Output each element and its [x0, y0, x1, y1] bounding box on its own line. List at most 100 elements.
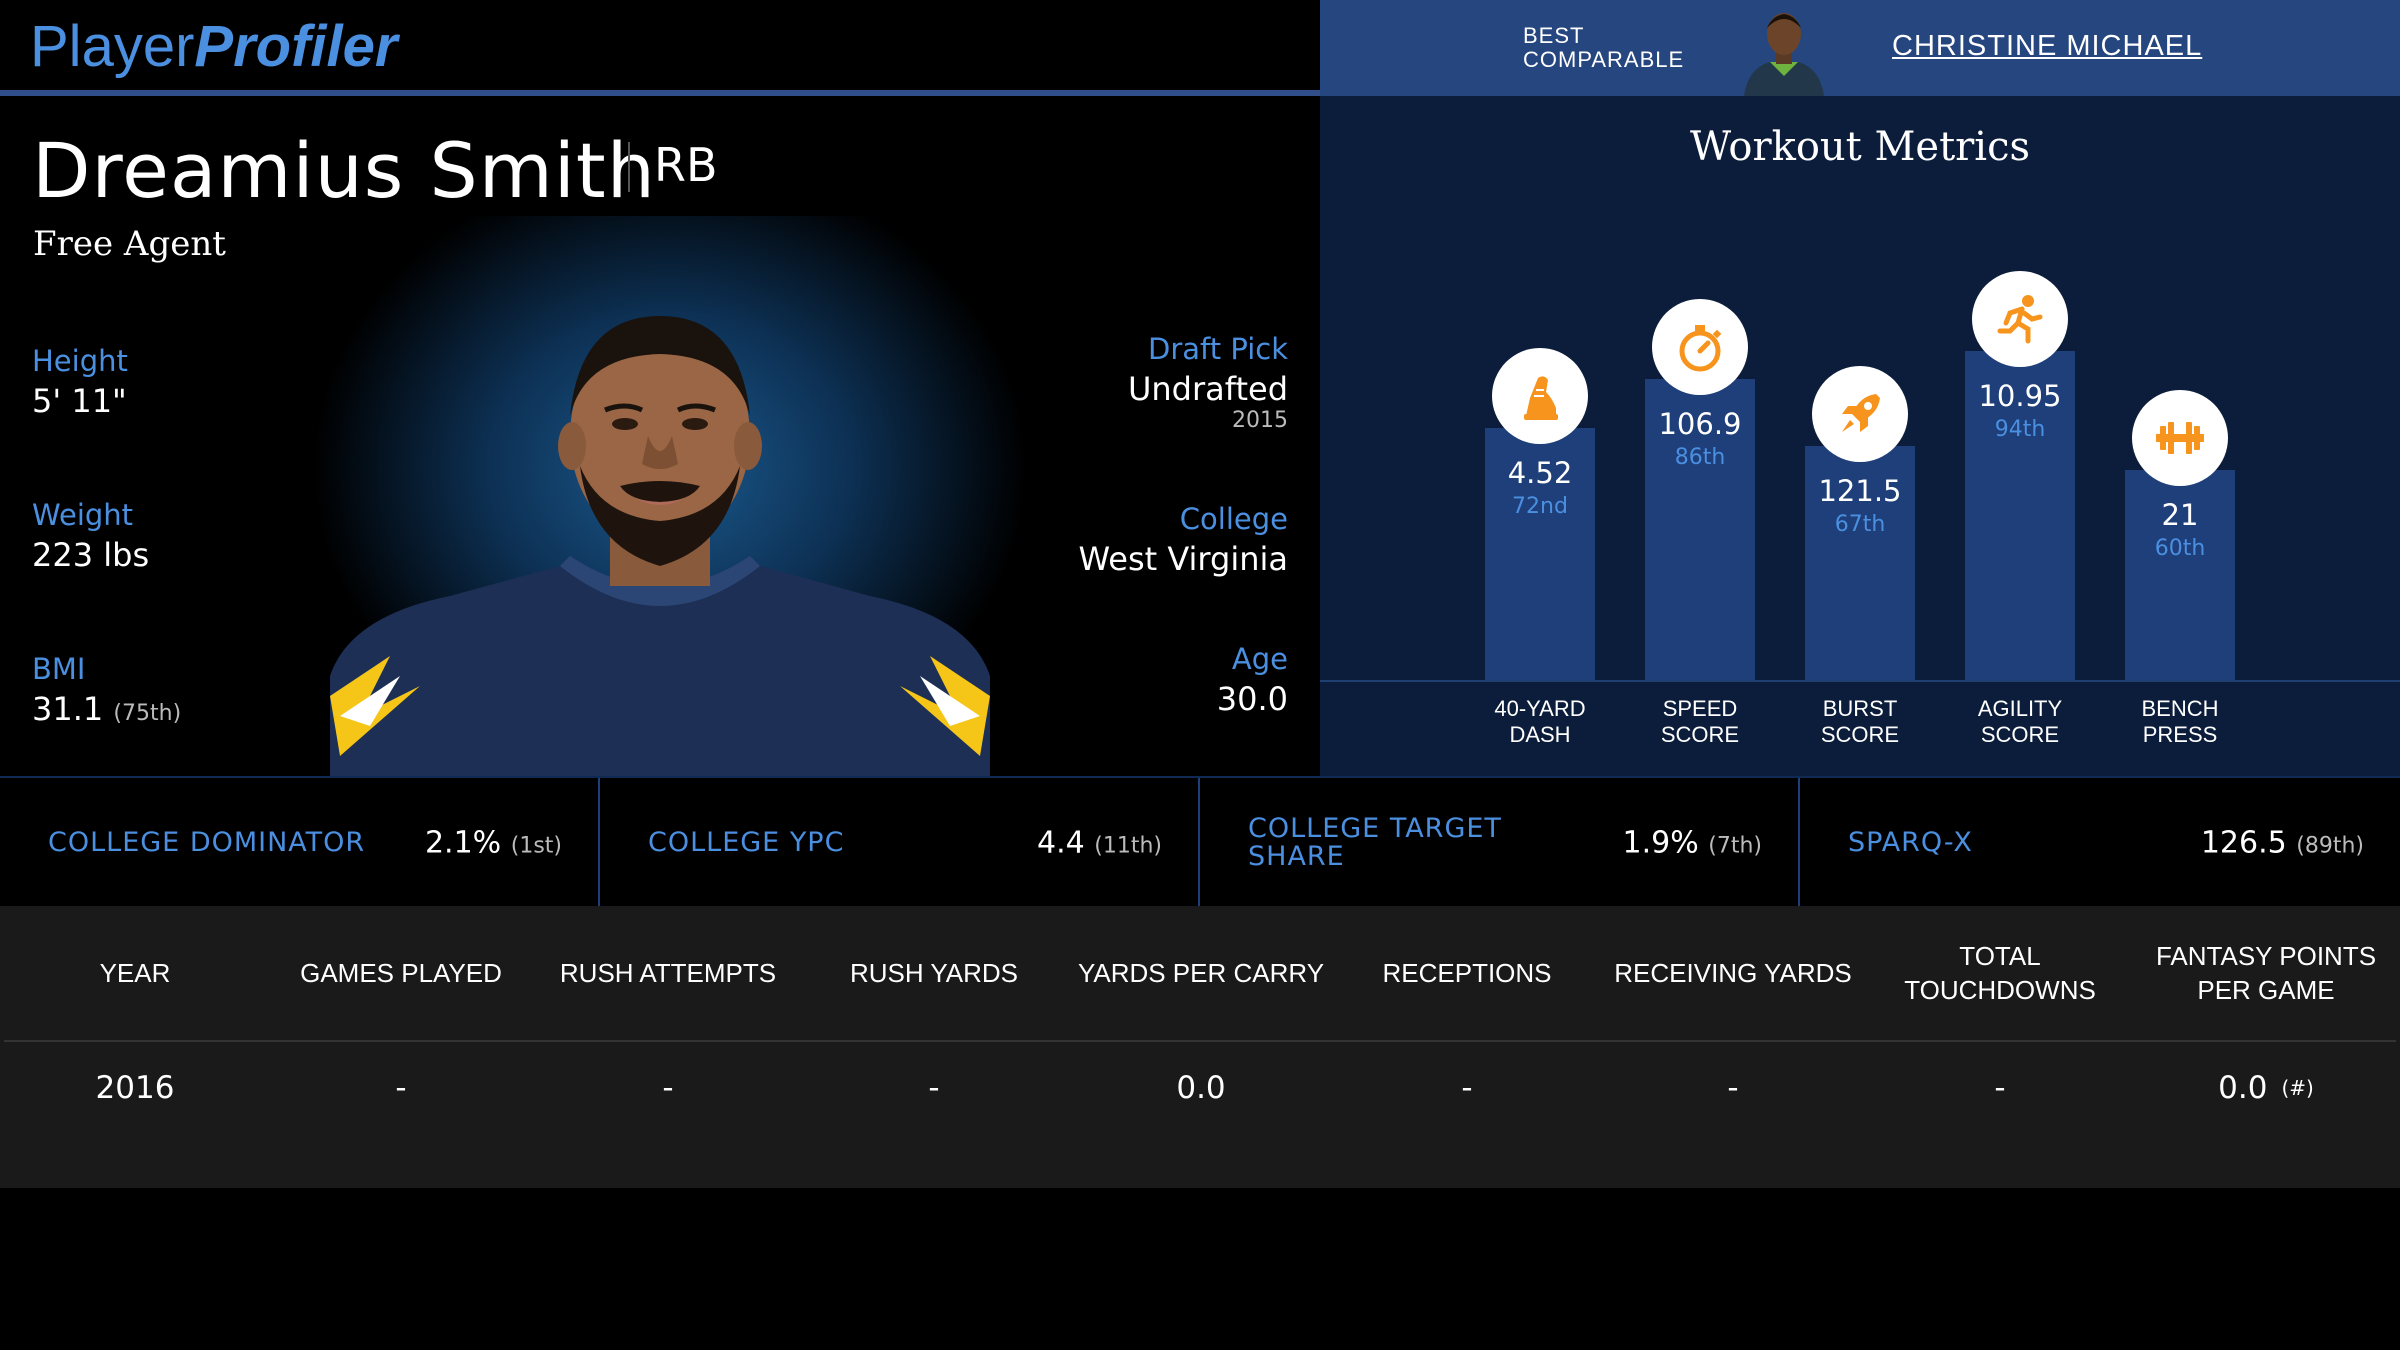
best-comparable-link[interactable]: CHRISTINE MICHAEL — [1892, 30, 2203, 62]
age-value: 30.0 — [1216, 680, 1288, 718]
workout-bar — [1485, 428, 1595, 680]
workout-value: 106.9 — [1658, 407, 1742, 441]
college-ypc-stat: COLLEGE YPC 4.4 (11th) — [600, 778, 1200, 908]
height-stat: Height 5' 11" — [32, 344, 128, 420]
best-comparable-label: BEST COMPARABLE — [1523, 23, 1685, 72]
college-target-share-label-2: SHARE — [1248, 841, 1345, 872]
college-label: College — [1179, 502, 1288, 536]
season-stats-table: YEAR GAMES PLAYED RUSH ATTEMPTS RUSH YAR… — [0, 906, 2400, 1188]
bmi-label: BMI — [32, 652, 86, 686]
th-yards-per-carry: YARDS PER CARRY — [1077, 958, 1325, 988]
workout-label: BENCH PRESS — [2141, 696, 2219, 747]
draft-stat: Draft Pick Undrafted 2015 — [1128, 332, 1288, 433]
sparq-x-label: SPARQ-X — [1848, 827, 1973, 858]
age-label: Age — [1231, 642, 1288, 676]
workout-bar — [1805, 445, 1915, 680]
fantasy-points-value: 0.0 — [2218, 1070, 2268, 1106]
college-target-share-rank: (7th) — [1708, 833, 1762, 859]
height-value: 5' 11" — [32, 382, 127, 420]
best-comparable-bar: BEST COMPARABLE CHRISTINE MICHAEL — [1320, 0, 2400, 96]
bmi-stat: BMI 31.1 (75th) — [32, 652, 181, 728]
cell-year: 2016 — [95, 1070, 175, 1106]
bmi-value: 31.1 — [32, 690, 104, 728]
th-receptions: RECEPTIONS — [1382, 958, 1552, 988]
th-receiving-yards: RECEIVING YARDS — [1614, 958, 1852, 988]
workout-value: 10.95 — [1978, 379, 2062, 413]
bars-baseline — [1320, 680, 2400, 682]
fantasy-points-rank-marker[interactable]: (#) — [2281, 1076, 2314, 1100]
weight-stat: Weight 223 lbs — [32, 498, 149, 574]
cell-receptions: - — [1461, 1070, 1473, 1106]
cell-games-played: - — [395, 1070, 407, 1106]
workout-label: SPEED SCORE — [1660, 696, 1740, 747]
workout-percentile: 60th — [2154, 536, 2206, 561]
college-ypc-rank: (11th) — [1094, 833, 1162, 859]
college-target-share-stat: COLLEGE TARGET SHARE 1.9% (7th) — [1200, 778, 1800, 908]
college-dominator-value: 2.1% — [424, 825, 502, 861]
draft-value: Undrafted — [1127, 370, 1288, 408]
workout-percentile: 72nd — [1512, 494, 1568, 519]
sparq-x-stat: SPARQ-X 126.5 (89th) — [1800, 778, 2400, 908]
height-label: Height — [32, 344, 128, 378]
college-stat: College West Virginia — [1079, 502, 1289, 578]
weight-value: 223 lbs — [32, 536, 150, 574]
college-ypc-value: 4.4 — [1037, 825, 1085, 861]
workout-percentile: 67th — [1834, 511, 1886, 537]
rocket-icon — [1812, 365, 1908, 462]
workout-label: 40-YARD DASH — [1494, 696, 1586, 747]
cell-total-touchdowns: - — [1994, 1070, 2006, 1106]
college-stats-strip: COLLEGE DOMINATOR 2.1% (1st) COLLEGE YPC… — [0, 776, 2400, 908]
th-rush-attempts: RUSH ATTEMPTS — [559, 958, 777, 988]
draft-label: Draft Pick — [1148, 332, 1288, 366]
cell-rush-attempts: - — [662, 1070, 674, 1106]
player-info-panel: Dreamius Smith RB Free Agent Height 5' 1… — [0, 96, 1320, 776]
player-name: Dreamius Smith — [32, 126, 656, 215]
stopwatch-icon — [1652, 299, 1748, 395]
workout-label: BURST SCORE — [1820, 696, 1900, 747]
college-dominator-rank: (1st) — [510, 833, 562, 859]
college-value: West Virginia — [1078, 540, 1289, 578]
workout-bar — [2125, 470, 2235, 680]
college-target-share-value: 1.9% — [1622, 825, 1699, 861]
running-shoe-icon — [1492, 348, 1588, 444]
workout-percentile: 94th — [1994, 417, 2046, 442]
th-total-touchdowns: TOTAL TOUCHDOWNS — [1904, 941, 2096, 1005]
workout-percentile: 86th — [1674, 445, 1726, 470]
workout-value: 4.52 — [1507, 456, 1573, 490]
name-divider — [628, 142, 630, 192]
college-dominator-stat: COLLEGE DOMINATOR 2.1% (1st) — [0, 778, 600, 908]
player-photo — [330, 316, 990, 776]
sparq-x-value: 126.5 — [2200, 825, 2287, 861]
cell-fantasy-points-per-game: 0.0 (#) — [2131, 1042, 2400, 1134]
bmi-rank: (75th) — [113, 701, 182, 726]
player-position: RB — [654, 138, 718, 192]
playerprofiler-logo[interactable]: PlayerProfiler — [30, 14, 398, 79]
cell-yards-per-carry: 0.0 — [1176, 1070, 1226, 1106]
draft-year: 2015 — [1232, 408, 1288, 433]
workout-label: AGILITY SCORE — [1977, 696, 2063, 747]
weight-label: Weight — [32, 498, 134, 532]
top-header: PlayerProfiler — [0, 0, 1320, 90]
cell-rush-yards: - — [928, 1070, 940, 1106]
player-team: Free Agent — [33, 224, 226, 264]
workout-title: Workout Metrics — [1689, 124, 2031, 170]
age-stat: Age 30.0 — [1217, 642, 1288, 718]
table-header-row: YEAR GAMES PLAYED RUSH ATTEMPTS RUSH YAR… — [0, 906, 2400, 1040]
workout-value: 121.5 — [1818, 473, 1902, 508]
college-target-share-label-1: COLLEGE TARGET — [1248, 813, 1502, 844]
th-fantasy-points-per-game: FANTASY POINTS PER GAME — [2155, 941, 2377, 1005]
th-year: YEAR — [99, 958, 171, 988]
th-games-played: GAMES PLAYED — [300, 958, 502, 988]
workout-value: 21 — [2161, 498, 2199, 532]
college-dominator-label: COLLEGE DOMINATOR — [48, 827, 366, 858]
runner-icon — [1972, 271, 2068, 367]
sparq-x-rank: (89th) — [2296, 833, 2364, 859]
college-ypc-label: COLLEGE YPC — [648, 827, 845, 858]
header-divider — [0, 90, 1320, 96]
comparable-player-avatar — [1744, 13, 1824, 96]
cell-receiving-yards: - — [1727, 1070, 1739, 1106]
workout-bar — [1645, 379, 1755, 680]
workout-bar — [1965, 351, 2075, 680]
barbell-icon — [2132, 390, 2228, 486]
workout-metrics-panel: Workout Metrics 4.52 72nd 40-YARD DASH 106.9… — [1320, 96, 2400, 776]
